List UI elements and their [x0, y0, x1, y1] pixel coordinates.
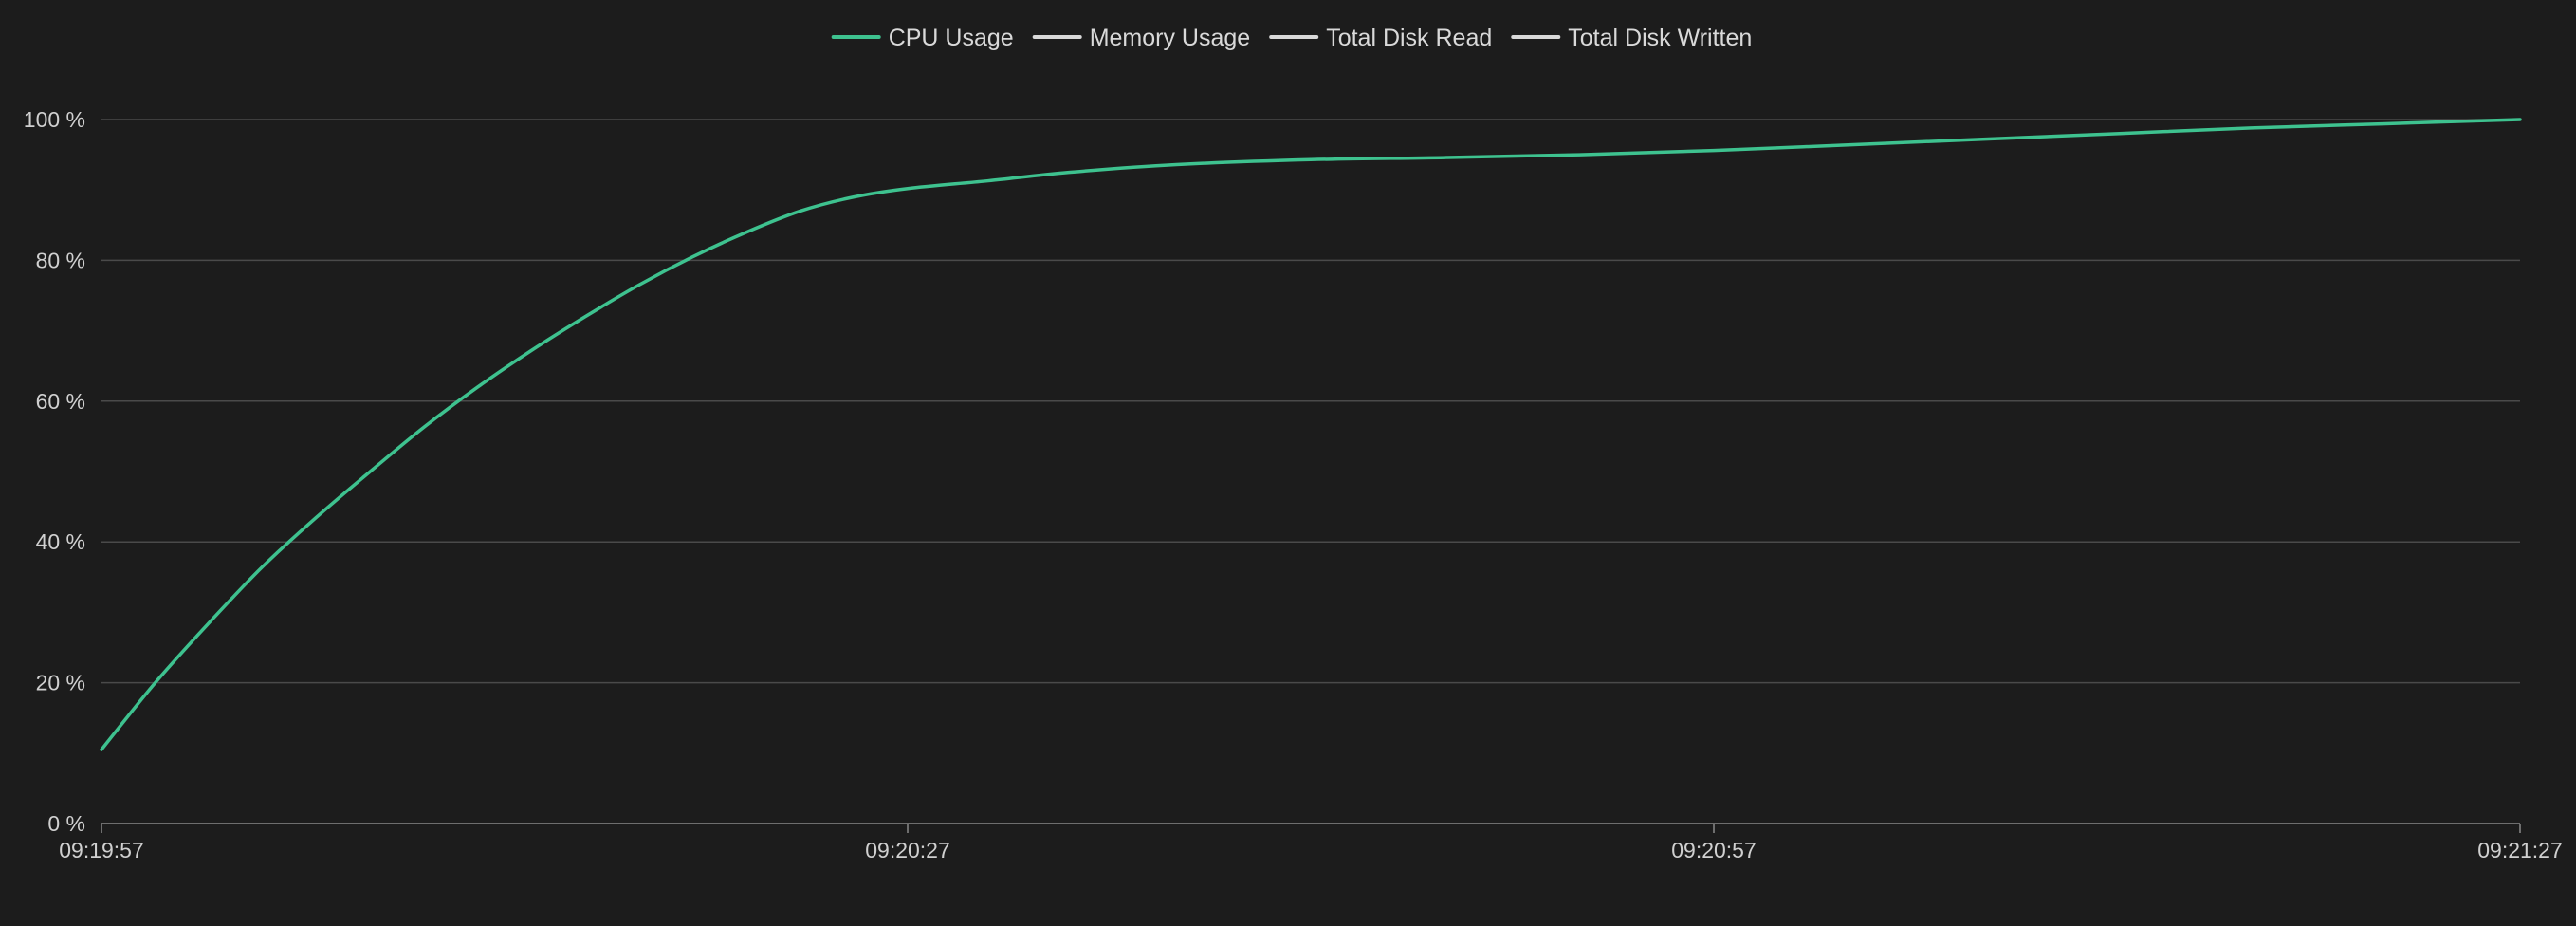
legend-item-1[interactable]: Memory Usage: [1032, 25, 1251, 51]
x-tick-label: 09:21:27: [2477, 838, 2563, 862]
legend-item-3[interactable]: Total Disk Written: [1511, 25, 1752, 51]
series-layer: [100, 118, 2522, 751]
legend-label: Memory Usage: [1090, 25, 1251, 51]
series-line-0: [100, 118, 2522, 751]
y-tick-label: 60 %: [36, 389, 85, 414]
x-tick-label: 09:20:27: [865, 838, 950, 862]
legend-label: Total Disk Read: [1326, 25, 1492, 51]
y-tick-label: 100 %: [24, 107, 85, 132]
legend-item-2[interactable]: Total Disk Read: [1269, 25, 1492, 51]
y-tick-label: 80 %: [36, 248, 85, 272]
y-tick-label: 20 %: [36, 671, 85, 695]
legend-item-0[interactable]: CPU Usage: [831, 25, 1014, 51]
y-tick-label: 40 %: [36, 529, 85, 554]
y-axis: 0 % 20 % 40 % 60 % 80 % 100 %: [24, 107, 85, 836]
legend: CPU Usage Memory Usage Total Disk Read Tota…: [831, 25, 1752, 51]
x-tick-label: 09:19:57: [59, 838, 144, 862]
x-axis: 09:19:57 09:20:27 09:20:57 09:21:27: [59, 824, 2563, 862]
x-tick-label: 09:20:57: [1671, 838, 1757, 862]
legend-label: CPU Usage: [889, 25, 1014, 51]
grid-lines: [101, 119, 2520, 824]
y-tick-label: 0 %: [47, 811, 85, 836]
legend-label: Total Disk Written: [1568, 25, 1752, 51]
